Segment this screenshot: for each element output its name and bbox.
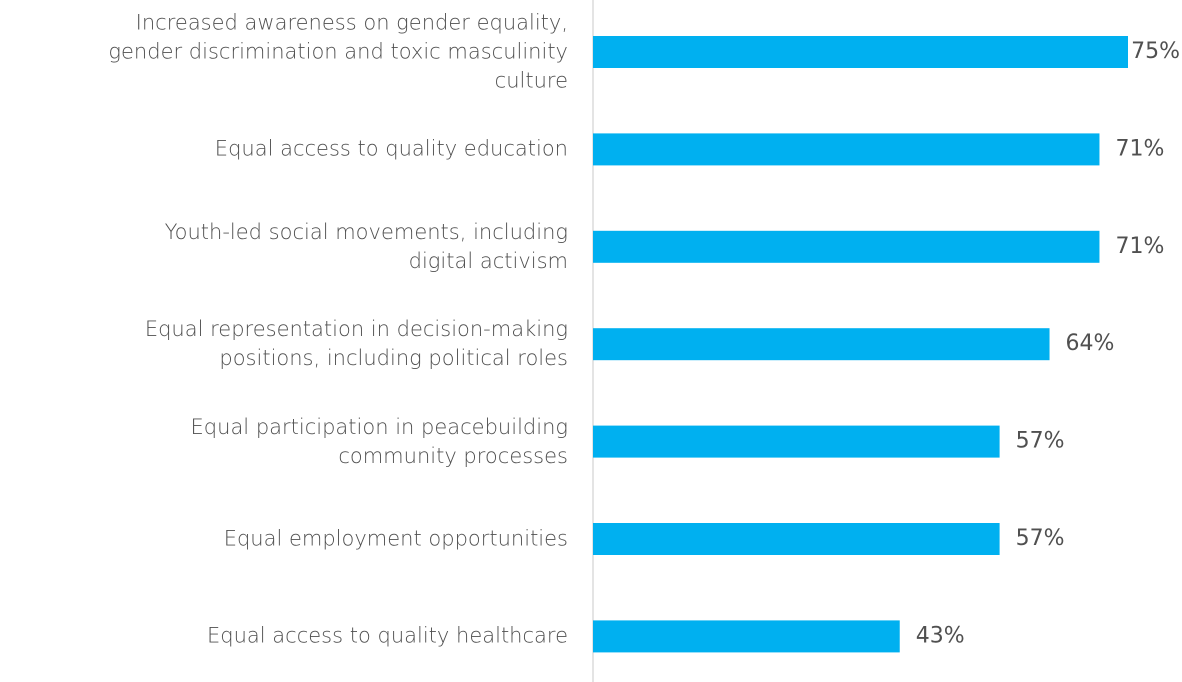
value-label: 71% [1115,234,1164,259]
value-label: 57% [1016,526,1065,551]
category-label: Youth-led social movements, including di… [164,219,568,273]
value-label: 71% [1115,136,1164,161]
bar [593,133,1100,166]
bar [593,36,1128,68]
bar [593,328,1050,361]
bar [593,523,1000,555]
value-label: 75% [1131,39,1180,64]
category-label: Equal representation in decision-making … [144,317,568,371]
category-label: Equal employment opportunities [223,526,568,551]
category-label: Equal participation in peacebuilding com… [190,414,568,468]
value-label: 64% [1066,331,1115,356]
category-label: Equal access to quality education [214,136,568,161]
category-label: Equal access to quality healthcare [207,623,568,648]
category-label: Increased awareness on gender equality, … [108,10,568,93]
value-label: 57% [1016,429,1065,454]
bar [593,230,1100,263]
value-label: 43% [916,623,965,648]
bar [593,620,900,653]
bar [593,425,1000,458]
